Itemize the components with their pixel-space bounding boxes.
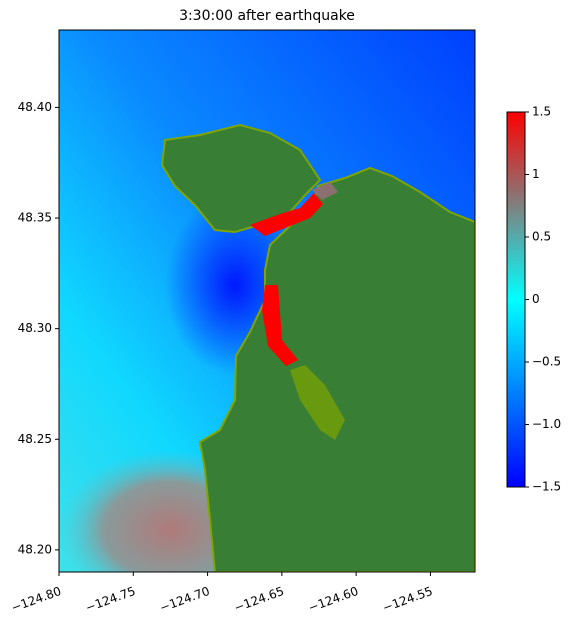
y-tick-label: 48.25 bbox=[18, 432, 52, 446]
y-tick-label: 48.40 bbox=[18, 100, 52, 114]
x-tick-label: −124.65 bbox=[232, 584, 286, 615]
axes-frame bbox=[58, 29, 476, 573]
colorbar bbox=[506, 111, 526, 488]
colorbar-tick-label: 0.5 bbox=[532, 230, 551, 244]
x-tick-label: −124.70 bbox=[158, 584, 212, 615]
chart-title: 3:30:00 after earthquake bbox=[179, 8, 355, 24]
x-tick-label: −124.75 bbox=[84, 584, 138, 615]
colorbar-tick-label: −0.5 bbox=[532, 355, 561, 369]
colorbar-tick-label: 1.5 bbox=[532, 105, 551, 119]
y-tick-label: 48.35 bbox=[18, 211, 52, 225]
colorbar-tick-label: 0 bbox=[532, 292, 540, 306]
inundation bbox=[250, 193, 323, 236]
x-tick-label: −124.55 bbox=[381, 584, 435, 615]
colorbar-tick-label: −1.0 bbox=[532, 417, 561, 431]
colorbar-tick-label: 1 bbox=[532, 167, 540, 181]
x-tick-label: −124.80 bbox=[9, 584, 63, 615]
shoreline bbox=[290, 365, 345, 440]
map-field bbox=[59, 30, 475, 572]
inundation bbox=[262, 285, 298, 366]
y-tick-label: 48.30 bbox=[18, 321, 52, 335]
colorbar-tick-label: −1.5 bbox=[532, 480, 561, 494]
x-tick-label: −124.60 bbox=[306, 584, 360, 615]
y-tick-label: 48.20 bbox=[18, 542, 52, 556]
land bbox=[198, 166, 475, 572]
inundation bbox=[312, 182, 338, 200]
